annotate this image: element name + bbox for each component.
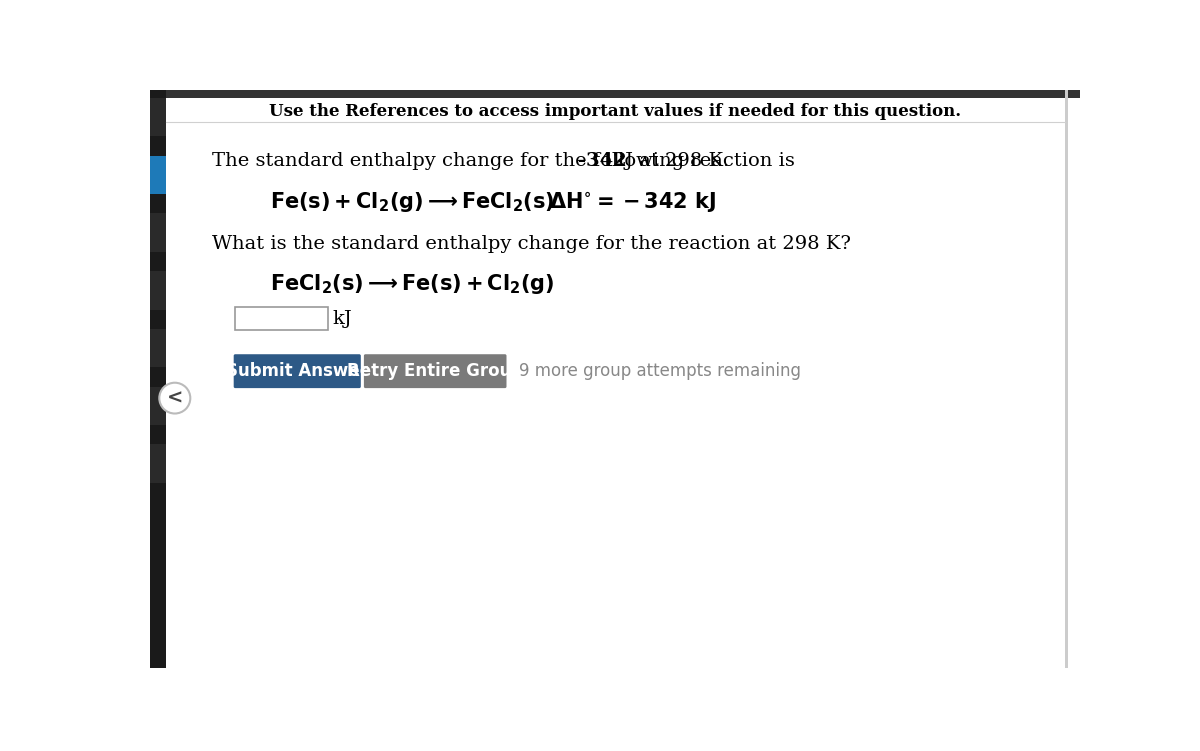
Text: <: < xyxy=(167,388,182,408)
Bar xyxy=(150,98,166,137)
Bar xyxy=(1064,90,1068,668)
FancyBboxPatch shape xyxy=(234,354,361,388)
Bar xyxy=(150,445,166,483)
Text: Use the References to access important values if needed for this question.: Use the References to access important v… xyxy=(269,103,961,120)
Text: kJ: kJ xyxy=(332,310,353,327)
Bar xyxy=(150,387,166,425)
Text: Retry Entire Group: Retry Entire Group xyxy=(347,362,523,380)
Text: $\mathbf{Fe(s) + Cl_2(g) \longrightarrow FeCl_2(s)}$: $\mathbf{Fe(s) + Cl_2(g) \longrightarrow… xyxy=(270,190,554,214)
Bar xyxy=(150,155,166,194)
Bar xyxy=(150,90,1080,98)
Text: 9 more group attempts remaining: 9 more group attempts remaining xyxy=(518,362,800,380)
Text: $\mathbf{\Delta H^{\circ} = -342\ kJ}$: $\mathbf{\Delta H^{\circ} = -342\ kJ}$ xyxy=(550,190,716,214)
Bar xyxy=(150,213,166,252)
Bar xyxy=(235,307,329,330)
Text: -342: -342 xyxy=(578,152,626,170)
FancyBboxPatch shape xyxy=(364,354,506,388)
Bar xyxy=(150,271,166,309)
Text: Submit Answer: Submit Answer xyxy=(227,362,368,380)
Text: kJ at 298 K.: kJ at 298 K. xyxy=(607,152,730,170)
Bar xyxy=(150,90,166,668)
Text: The standard enthalpy change for the following reaction is: The standard enthalpy change for the fol… xyxy=(212,152,802,170)
Text: $\mathbf{FeCl_2(s) \longrightarrow Fe(s) + Cl_2(g)}$: $\mathbf{FeCl_2(s) \longrightarrow Fe(s)… xyxy=(270,272,554,296)
Text: What is the standard enthalpy change for the reaction at 298 K?: What is the standard enthalpy change for… xyxy=(212,235,851,253)
Circle shape xyxy=(160,383,191,414)
Bar xyxy=(150,329,166,367)
